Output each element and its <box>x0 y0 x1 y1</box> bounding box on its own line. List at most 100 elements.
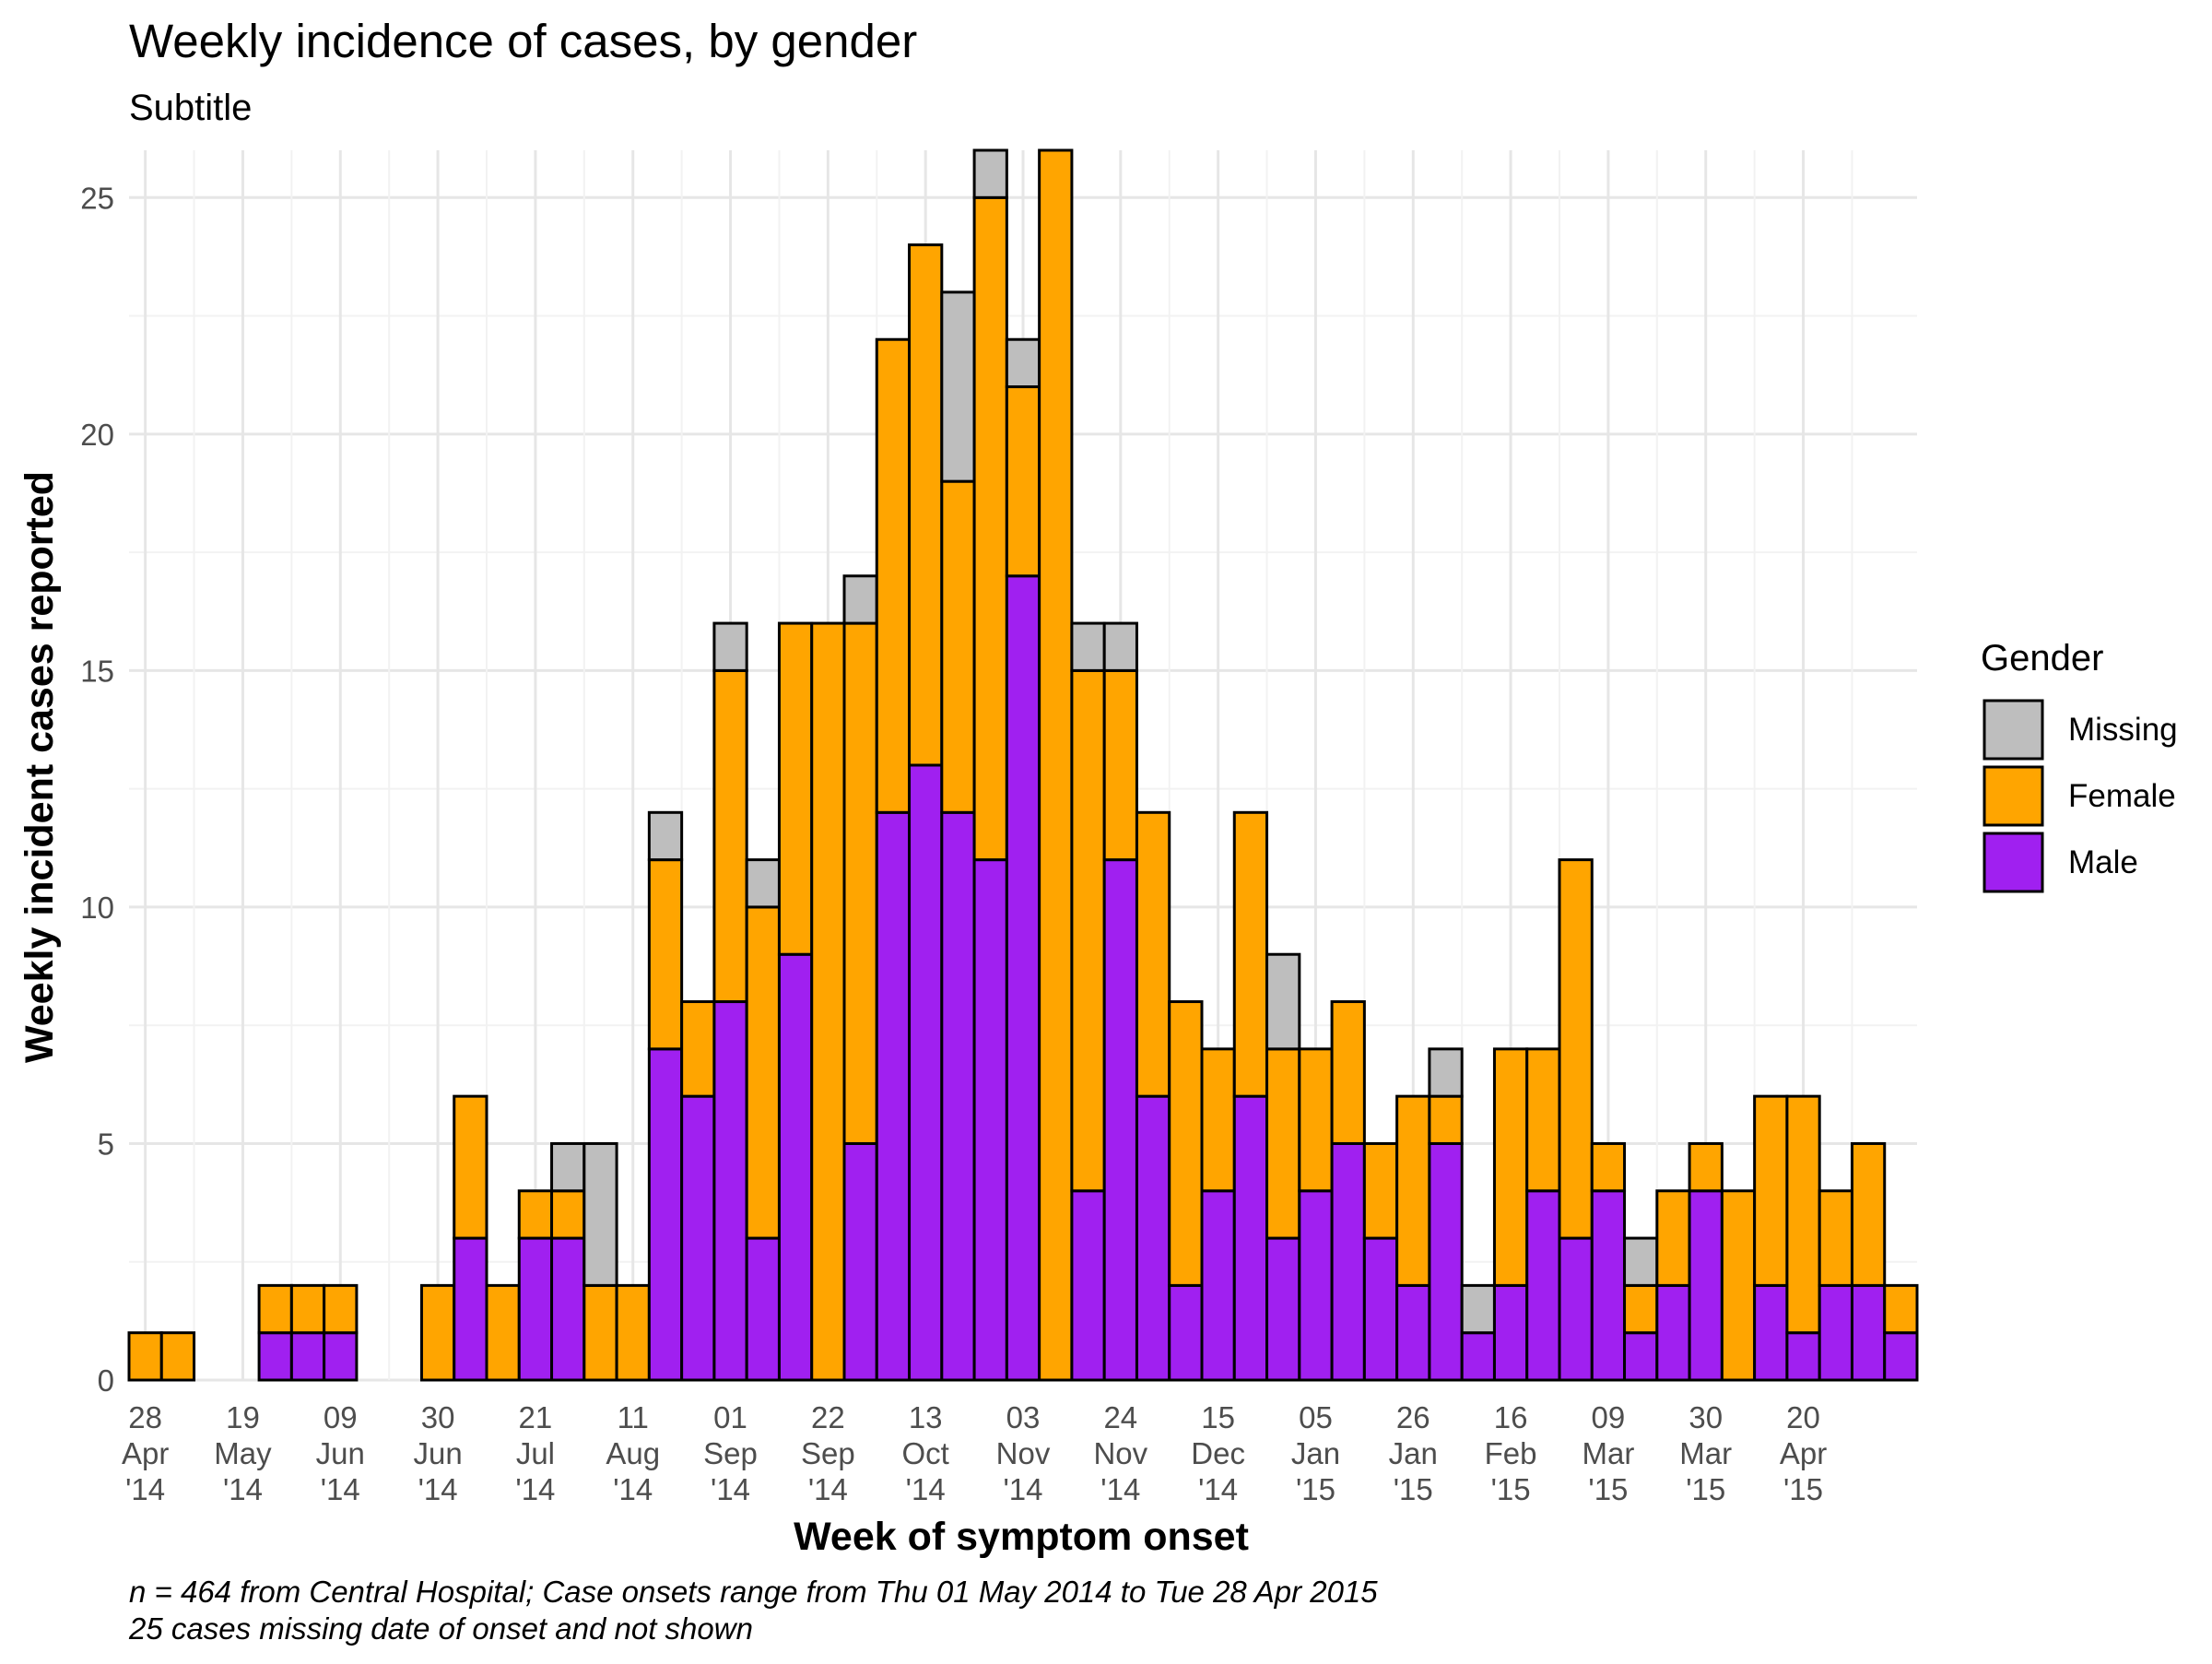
bar-segment-female <box>712 668 748 1004</box>
bar-segment-female <box>1558 858 1594 1240</box>
bar-segment-male <box>453 1236 488 1382</box>
x-tick-label: Feb <box>1485 1436 1537 1470</box>
bar-segment-male <box>1623 1331 1659 1382</box>
bar-segment-male <box>1818 1283 1853 1382</box>
bar-segment-female <box>453 1094 488 1240</box>
x-tick-label: Jan <box>1389 1436 1438 1470</box>
x-tick-label: 13 <box>909 1400 943 1434</box>
x-tick-label: '15 <box>1491 1472 1531 1506</box>
x-tick-label: 19 <box>226 1400 260 1434</box>
y-tick-label: 10 <box>80 891 114 925</box>
x-tick-label: '15 <box>1588 1472 1628 1506</box>
legend-items: Missing Female Male <box>1983 699 2178 893</box>
bar-segment-female <box>1298 1047 1334 1193</box>
x-tick-label: Oct <box>902 1436 949 1470</box>
bar-segment-female <box>615 1283 651 1382</box>
bar-segment-male <box>1753 1283 1789 1382</box>
bar-segment-male <box>1005 574 1041 1382</box>
bar-segment-female <box>1688 1141 1724 1193</box>
legend-label-missing: Missing <box>2068 712 2178 748</box>
x-tick-label: 24 <box>1103 1400 1137 1434</box>
x-tick-label: Nov <box>996 1436 1051 1470</box>
x-tick-label: 26 <box>1396 1400 1430 1434</box>
x-axis-label: Week of symptom onset <box>794 1515 1249 1559</box>
bar-segment-male <box>1298 1189 1334 1382</box>
bar-segment-female <box>517 1189 554 1240</box>
x-tick-label: 21 <box>519 1400 553 1434</box>
x-tick-label: '14 <box>515 1472 555 1506</box>
bar-segment-female <box>485 1283 521 1382</box>
bar-segment-male <box>1883 1331 1919 1382</box>
x-tick-label: 11 <box>618 1400 649 1434</box>
bar-segment-male <box>1850 1283 1887 1382</box>
y-tick-label: 5 <box>98 1127 114 1161</box>
x-tick-label: Jun <box>413 1436 462 1470</box>
bar-segment-male <box>1655 1283 1691 1382</box>
bar-segment-male <box>940 810 976 1382</box>
y-axis: 0 5 10 15 20 25 <box>80 181 114 1398</box>
bar-segment-female <box>257 1283 293 1335</box>
x-tick-label: '15 <box>1394 1472 1433 1506</box>
y-tick-label: 15 <box>80 654 114 688</box>
x-tick-label: Aug <box>606 1436 660 1470</box>
bar-segment-female <box>1720 1189 1757 1382</box>
bar-segment-male <box>1590 1189 1627 1382</box>
bar-segment-male <box>745 1236 781 1382</box>
bar-segment-female <box>1655 1189 1691 1287</box>
legend: Gender Missing Female Male <box>1981 638 2178 893</box>
bar-segment-missing <box>1428 1047 1464 1098</box>
bar-segment-female <box>1395 1094 1431 1287</box>
bar-segment-missing <box>1070 621 1106 672</box>
bar-segment-missing <box>745 858 781 909</box>
bar-segment-male <box>875 810 912 1382</box>
x-tick-label: '15 <box>1686 1472 1725 1506</box>
bar-segment-female <box>1623 1283 1659 1335</box>
bar-segment-female <box>159 1331 196 1382</box>
bar-segment-female <box>1070 668 1106 1193</box>
bar-segment-male <box>1070 1189 1106 1382</box>
bar-segment-male <box>908 763 944 1382</box>
bar-segment-female <box>1492 1047 1529 1287</box>
x-tick-label: 15 <box>1201 1400 1235 1434</box>
bar-segment-missing <box>550 1141 586 1193</box>
bar-segment-male <box>323 1331 359 1382</box>
legend-swatch-missing <box>1983 699 2044 761</box>
x-tick-label: 09 <box>324 1400 358 1434</box>
bar-segment-male <box>1688 1189 1724 1382</box>
x-tick-label: Jun <box>316 1436 365 1470</box>
bar-segment-female <box>1005 385 1041 578</box>
bar-segment-female <box>582 1283 618 1382</box>
bar-segment-female <box>1102 668 1138 862</box>
bar-segment-missing <box>712 621 748 672</box>
bar-segment-missing <box>1102 621 1138 672</box>
x-tick-label: Dec <box>1191 1436 1245 1470</box>
bar-segment-female <box>875 337 912 814</box>
x-tick-label: '14 <box>321 1472 360 1506</box>
x-tick-label: Jan <box>1291 1436 1340 1470</box>
bar-segment-female <box>680 1000 716 1098</box>
bar-segment-missing <box>1460 1283 1496 1335</box>
y-tick-label: 25 <box>80 181 114 215</box>
x-tick-label: Mar <box>1679 1436 1732 1470</box>
x-tick-label: 03 <box>1006 1400 1041 1434</box>
bar-segment-female <box>972 195 1008 862</box>
x-tick-label: '14 <box>808 1472 848 1506</box>
bar-segment-female <box>908 243 944 767</box>
bar-segment-female <box>940 479 976 814</box>
bar-segment-male <box>777 952 814 1382</box>
bar-segment-male <box>680 1094 716 1382</box>
bar-segment-missing <box>842 574 878 625</box>
bar-segment-female <box>323 1283 359 1335</box>
bar-segment-female <box>1200 1047 1236 1193</box>
y-tick-label: 0 <box>98 1363 114 1398</box>
bar-segment-male <box>1200 1189 1236 1382</box>
bar-segment-male <box>647 1047 684 1382</box>
bar-segment-female <box>1883 1283 1919 1335</box>
bar-segment-female <box>1362 1141 1399 1240</box>
bar-segment-male <box>517 1236 554 1382</box>
x-tick-label: '14 <box>711 1472 750 1506</box>
bar-segment-male <box>712 1000 748 1382</box>
x-tick-label: 16 <box>1494 1400 1528 1434</box>
x-tick-label: 30 <box>421 1400 455 1434</box>
